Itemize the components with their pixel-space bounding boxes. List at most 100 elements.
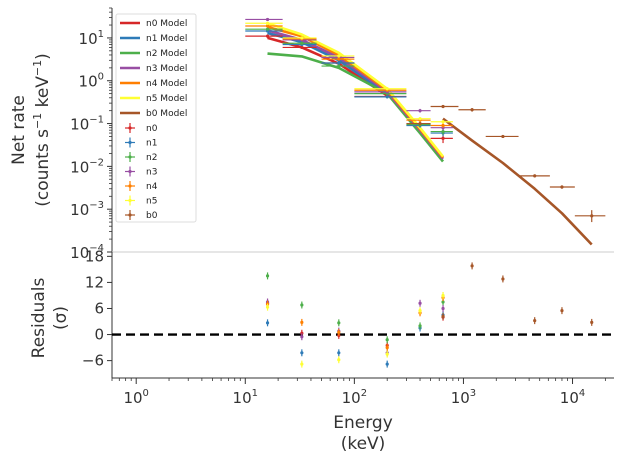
model-line-n2-model: [267, 52, 445, 163]
residual-marker: [441, 300, 445, 304]
legend-label: n1 Model: [146, 34, 187, 44]
data-point-b0-1: [430, 104, 459, 109]
legend-entry-b0: b0: [125, 210, 158, 221]
residual-point-n1-3: [385, 360, 389, 368]
residual-point-n4-2: [337, 328, 341, 336]
legend: n0 Model n1 Model n2 Model n3 Model n4 Model…: [115, 13, 197, 223]
marker: [337, 61, 341, 65]
legend-label: n2: [146, 153, 157, 163]
legend-swatch-marker: [128, 198, 132, 203]
legend-entry-n2-model: n2 Model: [120, 49, 187, 59]
residual-point-n2-3: [385, 336, 389, 344]
legend-label: n4 Model: [146, 79, 187, 89]
residual-marker: [337, 321, 341, 325]
data-point-n1-3: [354, 95, 407, 99]
x-tick-label-3: 103: [451, 388, 476, 407]
residual-marker: [441, 314, 445, 318]
spectrum-y-ticks: 101 100 10−1 10−2 10−3 10−4: [70, 7, 112, 262]
data-point-b0-2: [458, 108, 486, 112]
residual-point-n3-4: [418, 299, 422, 307]
spectrum-y-tick-label-0: 101: [79, 29, 104, 48]
data-point-b0-4: [518, 174, 550, 178]
legend-label: n4: [146, 182, 158, 192]
legend-entry-n3: n3: [125, 166, 157, 178]
residual-point-n5-5: [441, 291, 445, 299]
residual-point-n4-1: [300, 318, 304, 326]
residual-point-n2-4: [418, 322, 422, 330]
data-point-n2-2: [321, 64, 355, 68]
marker: [441, 129, 445, 134]
residual-marker: [418, 301, 422, 305]
data-point-n4-2: [321, 57, 355, 61]
residual-marker: [300, 351, 304, 355]
residual-marker: [337, 351, 341, 355]
marker: [265, 17, 270, 22]
marker: [501, 134, 505, 139]
residual-point-b0-3: [533, 317, 537, 325]
legend-swatch-marker: [128, 169, 132, 174]
residuals-panel: 18 12 6 0 −6 100 101 102 103 104 Residuals (σ) E…: [29, 247, 614, 454]
residuals-y-tick-label-0: 18: [85, 247, 104, 265]
spectrum-y-tick-label-1: 100: [79, 72, 104, 91]
legend-label: n5 Model: [146, 94, 187, 104]
residual-point-n1-0: [265, 319, 270, 327]
data-point-b0-0: [406, 121, 431, 126]
data-point-n5-3: [354, 87, 407, 91]
marker: [265, 34, 270, 38]
data-point-n5-1: [282, 36, 317, 40]
marker: [300, 36, 304, 40]
legend-entry-n1-model: n1 Model: [120, 34, 187, 44]
data-point-n5-2: [321, 54, 355, 58]
residual-marker: [441, 306, 445, 311]
residual-point-n1-1: [300, 349, 304, 357]
marker: [418, 117, 422, 121]
marker: [385, 95, 389, 99]
data-point-n0-0: [245, 34, 283, 38]
legend-label: n0: [146, 124, 158, 134]
spectrum-y-tick-label-2: 10−1: [70, 115, 104, 134]
legend-swatch-marker: [128, 126, 132, 130]
marker: [560, 185, 564, 189]
marker: [300, 45, 304, 50]
data-point-n5-5: [430, 120, 453, 124]
residual-point-b0-4: [560, 307, 564, 315]
spectrum-y-tick-label-3: 10−2: [70, 157, 104, 176]
residuals-x-ticks: 100 101 102 103 104: [111, 378, 606, 407]
residual-point-n5-1: [300, 360, 304, 368]
marker: [265, 24, 270, 28]
model-lines: [267, 22, 593, 246]
marker: [337, 64, 341, 68]
residual-point-n5-3: [385, 350, 389, 358]
residual-point-b0-1: [470, 262, 474, 270]
residual-point-n2-1: [300, 301, 304, 309]
marker: [441, 104, 445, 109]
residual-marker: [337, 358, 341, 362]
residual-marker: [337, 330, 341, 334]
residual-point-n5-0: [265, 303, 270, 311]
data-point-n3-4: [406, 108, 431, 113]
marker: [265, 27, 270, 31]
data-points: [245, 17, 606, 223]
legend-entry-n1: n1: [125, 137, 157, 149]
legend-label: n3 Model: [146, 64, 187, 74]
data-point-n0-4: [430, 134, 453, 144]
residuals-y-ticks: 18 12 6 0 −6: [82, 247, 112, 370]
residuals-y-label-line2: (σ): [51, 306, 71, 330]
residual-point-n1-2: [337, 349, 341, 357]
legend-label: n5: [146, 197, 157, 207]
residual-marker: [385, 352, 389, 356]
marker: [337, 54, 341, 58]
legend-entry-n0-model: n0 Model: [120, 19, 187, 29]
x-tick-label-2: 102: [342, 388, 367, 407]
legend-label: n3: [146, 168, 157, 178]
residual-marker: [300, 303, 304, 307]
data-point-n3-0: [245, 17, 283, 22]
residual-marker: [300, 320, 304, 324]
data-point-n1-2: [321, 61, 355, 65]
legend-entry-n5-model: n5 Model: [120, 94, 187, 104]
residual-point-n5-2: [337, 356, 341, 364]
marker: [300, 41, 304, 45]
residual-marker: [385, 362, 389, 366]
